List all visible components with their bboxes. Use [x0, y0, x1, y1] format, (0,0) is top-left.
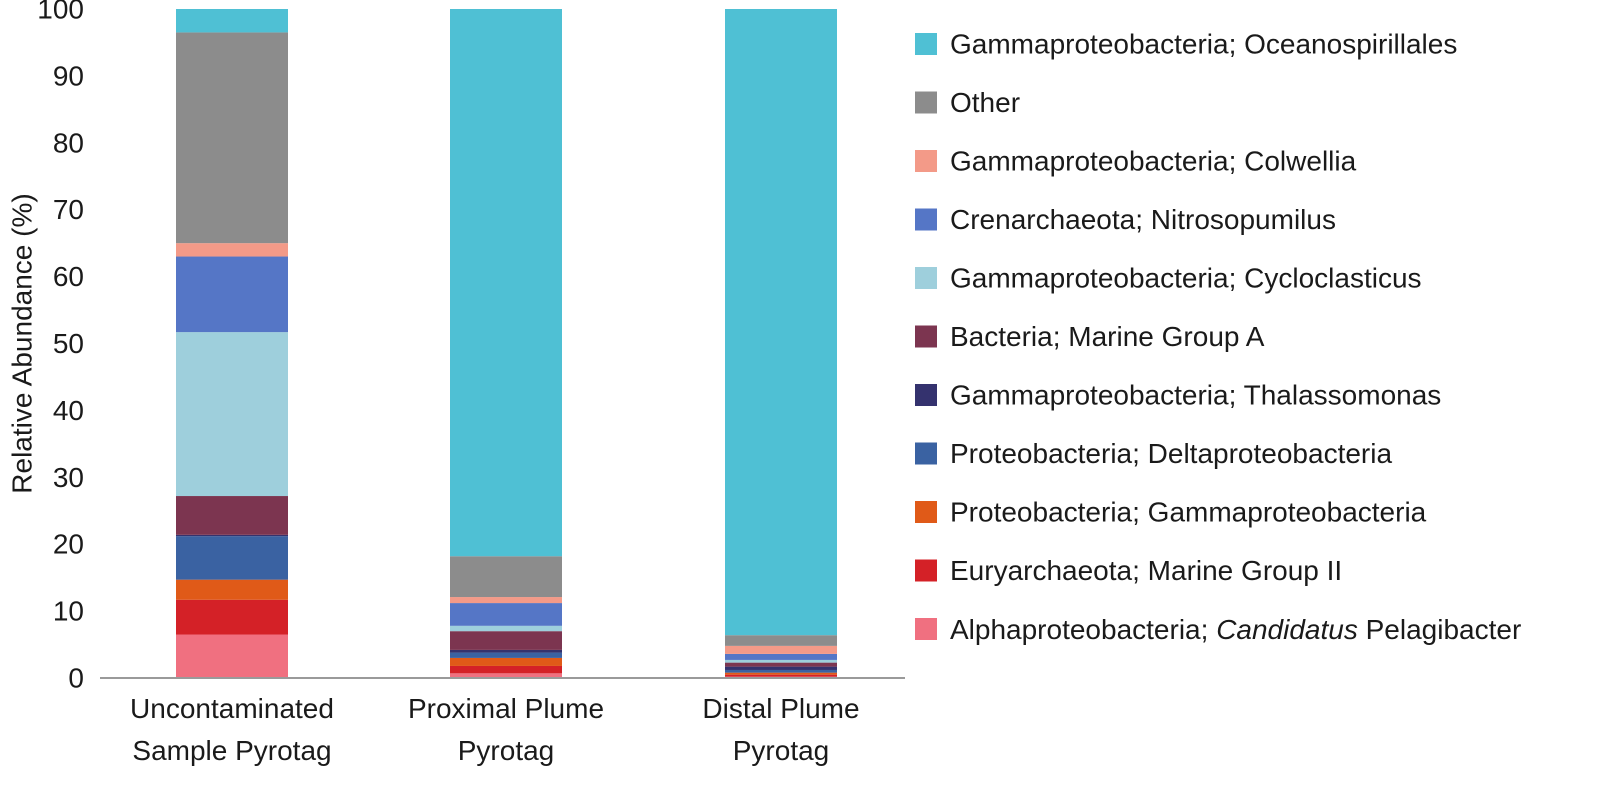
legend-swatch [915, 208, 937, 231]
legend-swatch [915, 559, 937, 582]
x-tick-label: Distal Plume Pyrotag [702, 693, 859, 766]
bar-segment [450, 597, 562, 604]
y-tick-label: 70 [53, 194, 84, 225]
legend-swatch [915, 267, 937, 289]
y-tick-label: 100 [37, 0, 84, 25]
x-tick-label: Proximal Plume Pyrotag [408, 693, 604, 766]
legend-swatch [915, 325, 937, 348]
bar-segment [176, 496, 288, 535]
bar-stack [725, 9, 837, 678]
legend-item: Bacteria; Marine Group A [915, 321, 1265, 352]
x-tick-label-line: Uncontaminated [130, 693, 334, 724]
y-tick-label: 90 [53, 60, 84, 91]
bar-segment [450, 649, 562, 653]
bar-segment [725, 672, 837, 675]
y-tick-label: 50 [53, 328, 84, 359]
legend-label: Crenarchaeota; Nitrosopumilus [950, 204, 1336, 235]
legend-label: Gammaproteobacteria; Thalassomonas [950, 380, 1441, 411]
legend-item: Other [915, 87, 1020, 118]
legend: Gammaproteobacteria; Oceanospirillales Ot… [915, 29, 1521, 645]
bar-segment [725, 645, 837, 654]
legend-swatch [915, 442, 937, 465]
bar-segment [176, 599, 288, 635]
bar-segment [176, 243, 288, 257]
bar-segment [450, 9, 562, 557]
x-tick-label-line: Proximal Plume [408, 693, 604, 724]
legend-item: Proteobacteria; Deltaproteobacteria [915, 438, 1392, 469]
bar-segment [725, 659, 837, 663]
y-tick-label: 30 [53, 462, 84, 493]
bar-segment [176, 32, 288, 244]
legend-item: Alphaproteobacteria; Candidatus Pelagiba… [915, 614, 1521, 645]
bar-segment [176, 579, 288, 600]
bar-segment [450, 665, 562, 674]
y-axis-title-group: Relative Abundance (%) [7, 193, 38, 493]
bar-segment [725, 653, 837, 660]
legend-label: Other [950, 87, 1020, 118]
bar-segment [176, 256, 288, 333]
legend-item: Gammaproteobacteria; Thalassomonas [915, 380, 1441, 411]
bar-segment [725, 9, 837, 636]
y-tick-label: 80 [53, 127, 84, 158]
x-tick-label-line: Pyrotag [733, 735, 830, 766]
y-tick-label: 60 [53, 261, 84, 292]
legend-swatch [915, 91, 937, 114]
legend-swatch [915, 150, 937, 172]
y-axis-ticks: 0 10 20 30 40 50 60 70 80 90 100 [37, 0, 84, 694]
legend-label: Bacteria; Marine Group A [950, 321, 1265, 352]
bar-segment [725, 666, 837, 670]
legend-item: Gammaproteobacteria; Cycloclasticus [915, 263, 1422, 294]
legend-swatch [915, 33, 937, 55]
legend-item: Proteobacteria; Gammaproteobacteria [915, 497, 1427, 528]
bar-segment [450, 673, 562, 678]
legend-label: Gammaproteobacteria; Oceanospirillales [950, 29, 1457, 60]
legend-label: Euryarchaeota; Marine Group II [950, 555, 1342, 586]
bars [176, 9, 837, 678]
x-tick-label-line: Pyrotag [458, 735, 555, 766]
bar-segment [450, 625, 562, 632]
x-tick-label: Uncontaminated Sample Pyrotag [130, 693, 334, 766]
x-axis-labels: Uncontaminated Sample Pyrotag Proximal Plu… [130, 693, 860, 766]
legend-swatch [915, 501, 937, 523]
bar-segment [725, 635, 837, 646]
bar-segment [450, 657, 562, 666]
bar-segment [450, 652, 562, 658]
y-tick-label: 40 [53, 395, 84, 426]
bar-stack [176, 9, 288, 678]
legend-item: Gammaproteobacteria; Colwellia [915, 146, 1357, 177]
y-tick-label: 10 [53, 596, 84, 627]
x-tick-label-line: Distal Plume [702, 693, 859, 724]
legend-label: Gammaproteobacteria; Cycloclasticus [950, 263, 1422, 294]
bar-stack [450, 9, 562, 678]
legend-label: Proteobacteria; Gammaproteobacteria [950, 497, 1427, 528]
bar-segment [450, 631, 562, 650]
bar-segment [725, 662, 837, 667]
legend-label: Alphaproteobacteria; Candidatus Pelagiba… [950, 614, 1521, 645]
bar-segment [725, 669, 837, 673]
bar-segment [725, 674, 837, 677]
bar-segment [176, 634, 288, 678]
legend-item: Euryarchaeota; Marine Group II [915, 555, 1342, 586]
bar-segment [450, 603, 562, 626]
legend-item: Gammaproteobacteria; Oceanospirillales [915, 29, 1457, 60]
bar-segment [176, 9, 288, 33]
y-axis-title: Relative Abundance (%) [7, 193, 38, 493]
legend-swatch [915, 618, 937, 640]
bar-segment [450, 556, 562, 598]
legend-label: Gammaproteobacteria; Colwellia [950, 146, 1357, 177]
legend-swatch [915, 384, 937, 406]
legend-item: Crenarchaeota; Nitrosopumilus [915, 204, 1336, 235]
bar-segment [176, 332, 288, 497]
bar-segment [176, 534, 288, 537]
bar-segment [176, 536, 288, 580]
legend-label: Proteobacteria; Deltaproteobacteria [950, 438, 1392, 469]
x-tick-label-line: Sample Pyrotag [132, 735, 331, 766]
y-tick-label: 0 [68, 663, 84, 694]
y-tick-label: 20 [53, 529, 84, 560]
